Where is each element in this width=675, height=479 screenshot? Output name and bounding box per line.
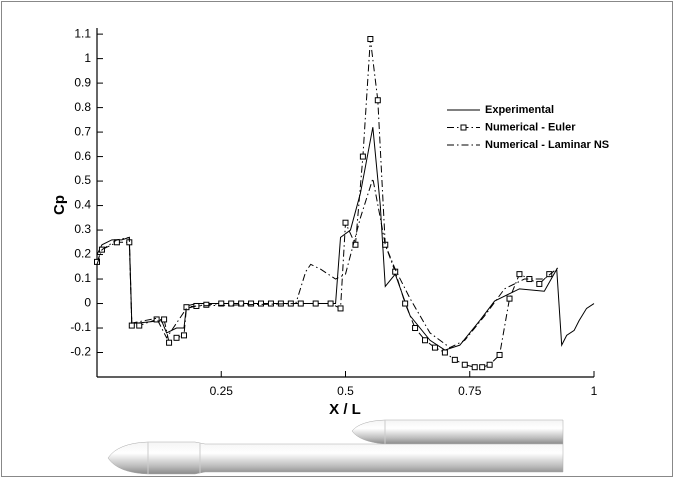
- point-marker: [337, 305, 344, 312]
- point-marker: [94, 258, 100, 265]
- y-tick-label: 0: [84, 296, 91, 310]
- point-marker: [461, 361, 468, 368]
- point-marker: [327, 300, 334, 307]
- point-marker: [297, 300, 304, 307]
- point-marker: [367, 36, 374, 43]
- x-tick-label: 1: [591, 384, 598, 398]
- y-tick-label: 0.2: [74, 247, 91, 261]
- point-marker: [402, 300, 409, 307]
- y-tick-label: 0.7: [74, 124, 91, 138]
- y-tick-label: 0.3: [74, 222, 91, 236]
- legend-label: Numerical - Laminar NS: [485, 139, 609, 151]
- legend-label: Experimental: [485, 104, 554, 116]
- point-marker: [451, 356, 458, 363]
- point-marker: [312, 300, 319, 307]
- point-marker: [486, 361, 493, 368]
- x-tick-label: 0.25: [210, 384, 234, 398]
- point-marker: [161, 316, 168, 323]
- legend-label: Numerical - Euler: [485, 121, 576, 133]
- point-marker: [238, 300, 245, 307]
- point-marker: [516, 271, 523, 278]
- y-tick-label: -0.1: [70, 320, 91, 334]
- series-line: [96, 178, 560, 349]
- point-marker: [441, 349, 448, 356]
- point-marker: [180, 332, 187, 339]
- point-marker: [422, 337, 429, 344]
- point-marker: [496, 351, 503, 358]
- point-marker: [342, 219, 349, 226]
- point-marker: [412, 325, 419, 332]
- point-marker: [166, 339, 173, 346]
- point-marker: [136, 322, 143, 329]
- point-marker: [431, 344, 438, 351]
- point-marker: [248, 300, 255, 307]
- legend-marker: [460, 124, 467, 131]
- y-tick-label: 1.1: [74, 26, 91, 40]
- y-tick-label: 1: [84, 51, 91, 65]
- point-marker: [536, 280, 543, 287]
- point-marker: [128, 322, 135, 329]
- y-axis-label: Cp: [51, 195, 68, 215]
- point-marker: [267, 300, 274, 307]
- point-marker: [546, 271, 553, 278]
- point-marker: [359, 153, 366, 160]
- y-tick-label: 0.8: [74, 100, 91, 114]
- point-marker: [153, 316, 160, 323]
- point-marker: [479, 364, 486, 371]
- y-tick-label: 0.6: [74, 149, 91, 163]
- y-tick-label: 0.5: [74, 173, 91, 187]
- point-marker: [183, 304, 190, 311]
- point-marker: [173, 334, 180, 341]
- point-marker: [218, 300, 225, 307]
- y-tick-label: -0.2: [70, 345, 91, 359]
- y-tick-label: 0.1: [74, 271, 91, 285]
- x-axis-label: X / L: [329, 401, 361, 418]
- x-tick-label: 0.75: [458, 384, 482, 398]
- point-marker: [258, 300, 265, 307]
- y-tick-label: 0.4: [74, 198, 91, 212]
- y-tick-label: 0.9: [74, 75, 91, 89]
- missile-lower: [107, 441, 564, 475]
- point-marker: [228, 300, 235, 307]
- point-marker: [374, 97, 381, 104]
- missile-upper: [351, 419, 564, 445]
- point-marker: [471, 364, 478, 371]
- x-tick-label: 0.5: [337, 384, 354, 398]
- point-marker: [203, 301, 210, 308]
- point-marker: [506, 295, 513, 302]
- point-marker: [193, 302, 200, 309]
